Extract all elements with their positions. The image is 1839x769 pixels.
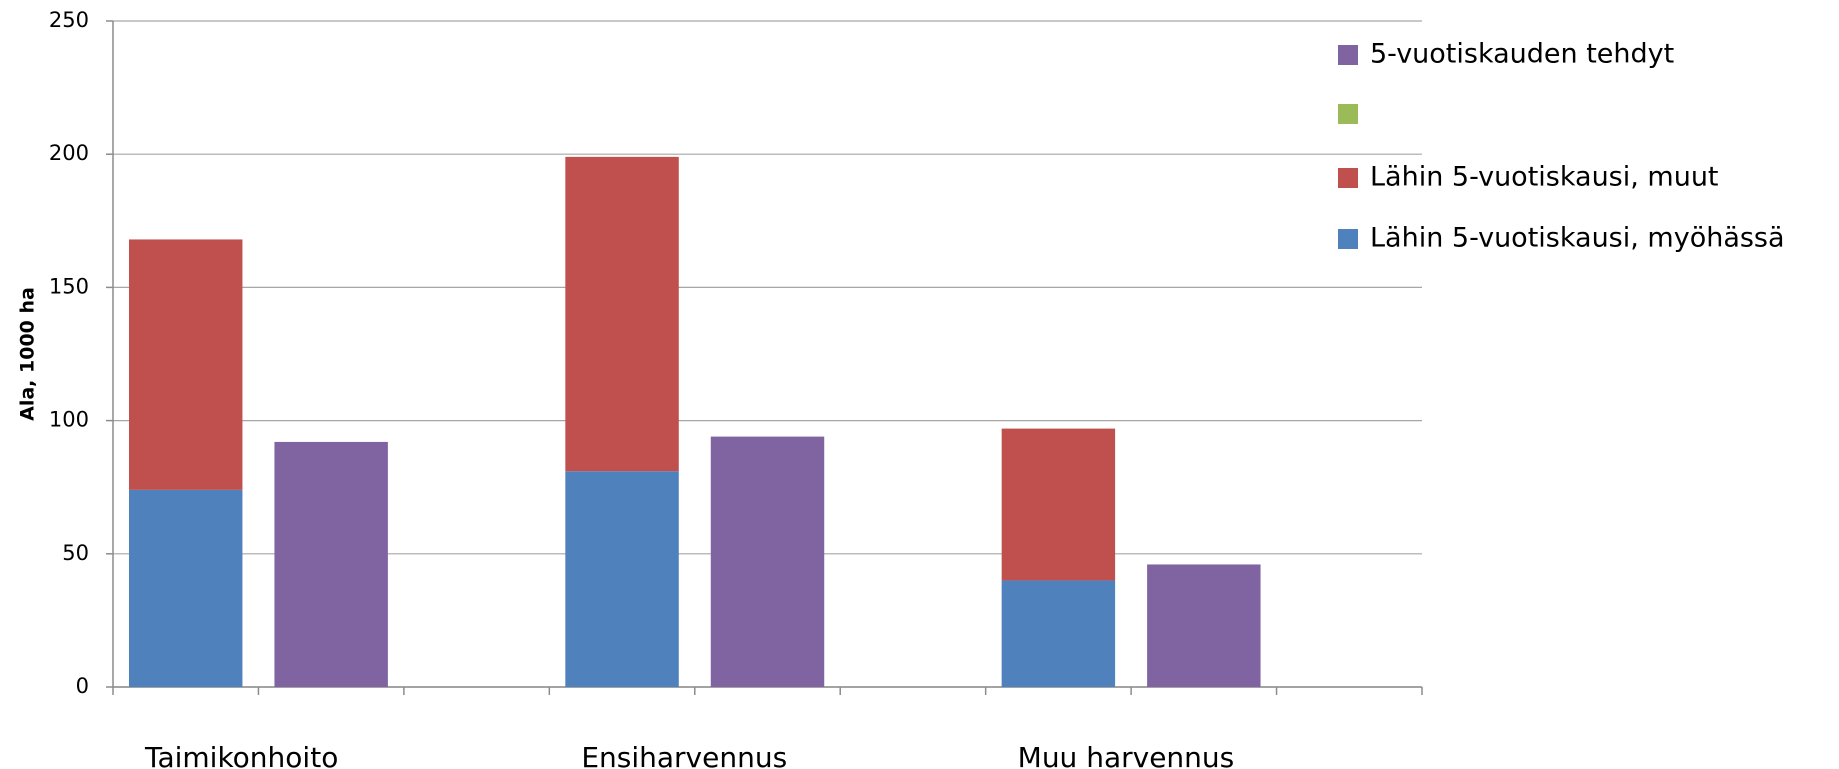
bar-segment bbox=[128, 489, 243, 687]
legend-label: Lähin 5-vuotiskausi, muut bbox=[1370, 162, 1719, 193]
legend-label: 5-vuotiskauden tehdyt bbox=[1370, 39, 1674, 70]
bar-segment bbox=[710, 436, 825, 687]
y-tick-label: 250 bbox=[49, 8, 89, 32]
x-tick-label: Muu harvennus bbox=[1018, 741, 1235, 769]
bar-segment bbox=[565, 156, 679, 472]
bar-segment bbox=[565, 471, 679, 687]
bar-segment bbox=[1147, 564, 1261, 687]
y-tick-label: 150 bbox=[49, 274, 89, 298]
y-tick-label: 200 bbox=[49, 141, 89, 165]
legend-swatch bbox=[1338, 104, 1358, 124]
y-tick-label: 0 bbox=[76, 674, 89, 698]
bar-segment bbox=[1001, 580, 1116, 687]
bar-segment bbox=[274, 441, 388, 687]
x-tick-label: Ensiharvennus bbox=[581, 741, 787, 769]
x-tick-label: Taimikonhoito bbox=[144, 741, 338, 769]
legend-swatch bbox=[1338, 168, 1358, 188]
bar-segment bbox=[1001, 428, 1116, 581]
bar-segment bbox=[128, 239, 243, 490]
y-axis-label: Ala, 1000 ha bbox=[17, 287, 39, 421]
legend-swatch bbox=[1338, 229, 1358, 249]
legend-swatch bbox=[1338, 45, 1358, 65]
y-tick-label: 50 bbox=[62, 541, 89, 565]
legend-label: Lähin 5-vuotiskausi, myöhässä bbox=[1370, 223, 1785, 254]
y-tick-label: 100 bbox=[49, 408, 89, 432]
